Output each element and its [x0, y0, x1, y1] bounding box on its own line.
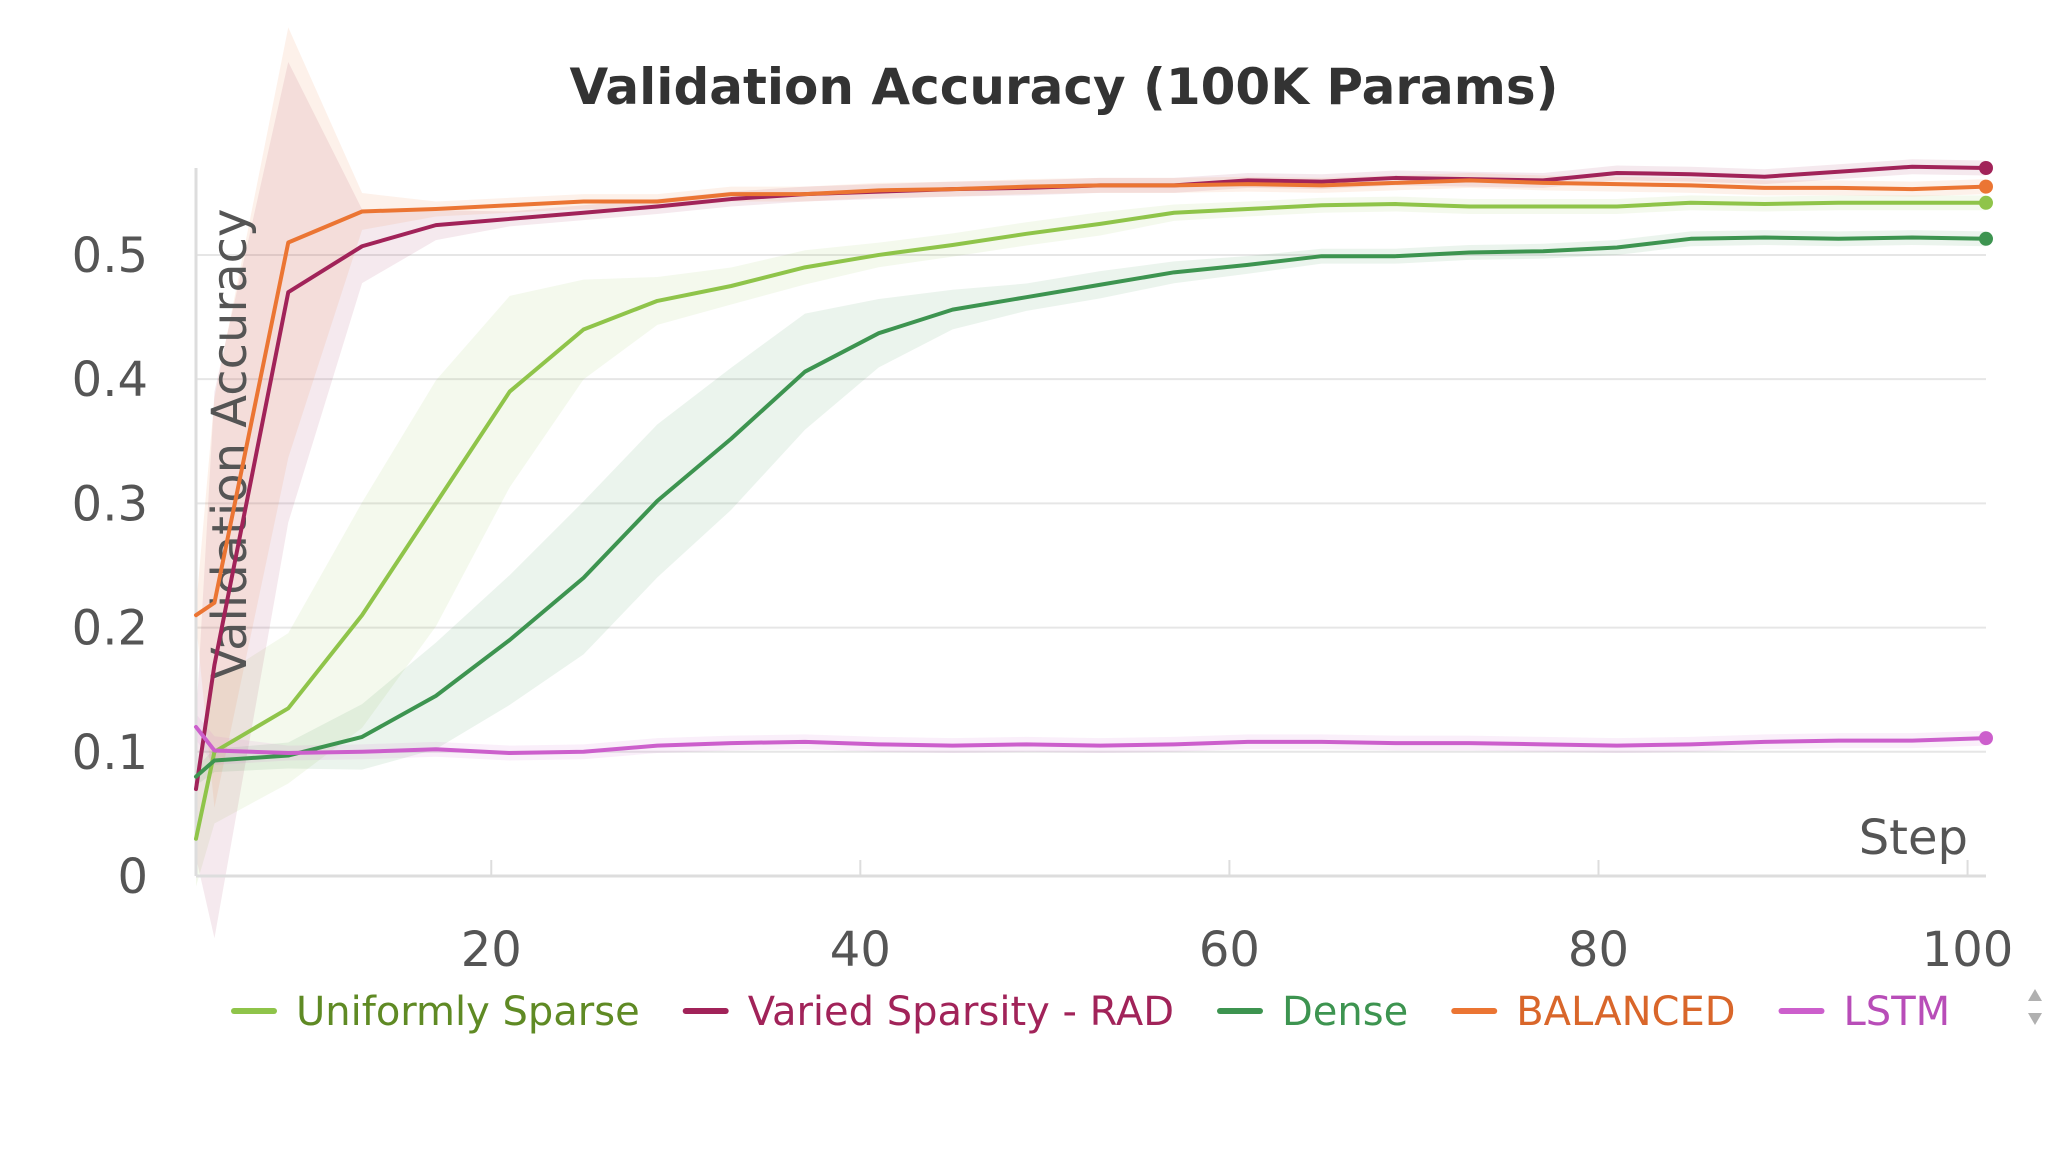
y-axis-label: Validation Accuracy — [202, 209, 258, 680]
series-lines — [194, 161, 1993, 841]
legend-scroll-control[interactable] — [2028, 989, 2042, 1025]
y-tick-label: 0.5 — [72, 228, 148, 284]
y-tick-label: 0.4 — [72, 352, 148, 408]
chevron-down-icon[interactable] — [2028, 1013, 2042, 1025]
legend-item-4[interactable]: LSTM — [1778, 989, 1951, 1035]
series-line-2[interactable] — [194, 235, 1988, 779]
x-tick-label: 20 — [461, 922, 522, 978]
series-end-point-3[interactable] — [1979, 179, 1993, 194]
legend-label: Dense — [1282, 989, 1408, 1035]
x-tick-label: 100 — [1922, 922, 2014, 978]
series-line-0[interactable] — [194, 200, 1988, 841]
legend-label: Uniformly Sparse — [296, 989, 640, 1035]
series-end-point-4[interactable] — [1979, 731, 1993, 746]
legend-item-3[interactable]: BALANCED — [1451, 989, 1736, 1035]
x-tick-label: 80 — [1568, 922, 1629, 978]
series-line-3[interactable] — [194, 178, 1988, 618]
tick-labels: 0 0.1 0.2 0.3 0.4 0.5 20 40 60 80 100 — [72, 228, 2014, 978]
y-tick-label: 0 — [117, 849, 148, 905]
y-tick-label: 0.1 — [72, 725, 148, 781]
series-band — [196, 27, 1986, 808]
legend-item-0[interactable]: Uniformly Sparse — [231, 989, 640, 1035]
legend-item-2[interactable]: Dense — [1217, 989, 1408, 1035]
series-line-4[interactable] — [194, 724, 1988, 756]
series-band — [196, 713, 1986, 765]
legend-label: BALANCED — [1516, 989, 1735, 1035]
x-tick-label: 60 — [1199, 922, 1260, 978]
x-tick-label: 40 — [830, 922, 891, 978]
series-end-point-1[interactable] — [1979, 161, 1993, 175]
chart-title: Validation Accuracy (100K Params) — [569, 58, 1558, 116]
x-axis-label: Step — [1859, 810, 1968, 866]
confidence-bands — [196, 27, 1986, 939]
legend-item-1[interactable]: Varied Sparsity - RAD — [682, 989, 1174, 1035]
y-tick-label: 0.2 — [72, 601, 148, 657]
legend-label: Varied Sparsity - RAD — [748, 989, 1174, 1035]
legend[interactable]: Uniformly Sparse Varied Sparsity - RAD Den… — [231, 989, 1951, 1035]
chevron-up-icon[interactable] — [2028, 989, 2042, 1001]
series-end-point-2[interactable] — [1979, 231, 1993, 246]
axes — [194, 168, 1986, 878]
series-end-point-0[interactable] — [1979, 195, 1993, 210]
legend-label: LSTM — [1844, 989, 1951, 1035]
y-tick-label: 0.3 — [72, 476, 148, 532]
